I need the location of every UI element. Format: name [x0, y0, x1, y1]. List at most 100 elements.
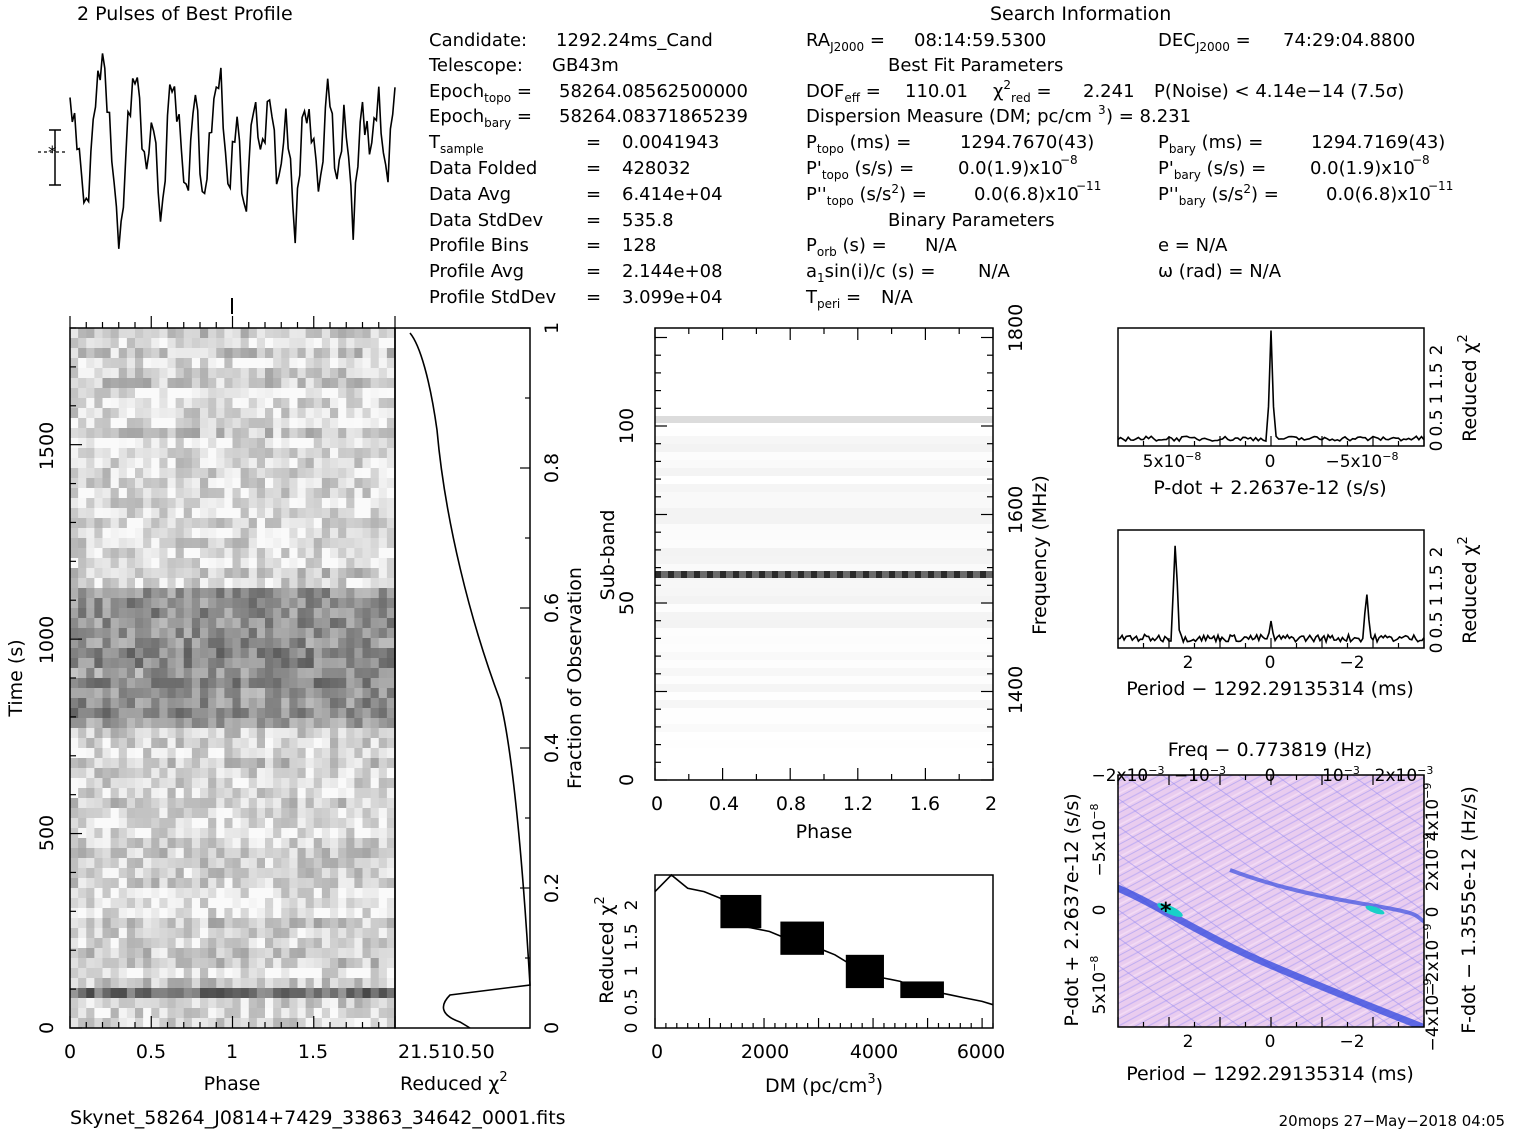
time-phase-cell	[126, 898, 136, 909]
time-phase-cell	[256, 518, 266, 529]
time-phase-cell	[338, 348, 347, 359]
time-phase-cell	[289, 388, 298, 399]
time-phase-cell	[118, 608, 128, 619]
time-phase-cell	[70, 738, 79, 749]
time-phase-cell	[338, 1018, 347, 1029]
time-phase-cell	[224, 388, 233, 399]
time-phase-cell	[159, 668, 168, 679]
time-phase-cell	[110, 508, 120, 519]
time-phase-cell	[102, 888, 112, 899]
time-phase-cell	[289, 958, 298, 969]
time-phase-cell	[183, 598, 193, 609]
time-phase-cell	[94, 868, 103, 879]
time-phase-cell	[78, 798, 87, 809]
time-phase-cell	[143, 458, 152, 469]
time-phase-cell	[86, 598, 95, 609]
time-phase-cell	[313, 938, 323, 949]
time-phase-cell	[297, 938, 307, 949]
time-phase-cell	[224, 928, 233, 939]
time-phase-cell	[135, 698, 144, 709]
tp-xlabel: Phase	[204, 1073, 261, 1095]
time-phase-cell	[313, 388, 323, 399]
time-phase-cell	[370, 768, 380, 779]
time-phase-cell	[281, 408, 290, 419]
time-phase-cell	[118, 598, 128, 609]
time-phase-cell	[240, 888, 250, 899]
time-phase-cell	[135, 848, 144, 859]
time-phase-cell	[362, 608, 372, 619]
subband-pulse	[876, 571, 882, 578]
time-phase-cell	[167, 908, 177, 919]
time-phase-cell	[232, 528, 242, 539]
time-phase-cell	[183, 408, 193, 419]
time-phase-cell	[151, 718, 160, 729]
time-phase-cell	[110, 838, 120, 849]
time-phase-cell	[378, 738, 388, 749]
time-phase-cell	[305, 988, 315, 999]
time-phase-cell	[191, 858, 201, 869]
time-phase-cell	[208, 818, 217, 829]
time-phase-cell	[305, 588, 315, 599]
time-phase-cell	[338, 408, 347, 419]
time-phase-cell	[94, 948, 103, 959]
time-phase-cell	[159, 418, 168, 429]
time-phase-cell	[224, 968, 233, 979]
time-phase-cell	[167, 838, 177, 849]
time-phase-cell	[265, 988, 274, 999]
time-phase-cell	[362, 628, 372, 639]
dm-plot: 0 2000 4000 6000 DM (pc/cm3) 0 0.5 1 1.5…	[593, 873, 1005, 1097]
time-phase-cell	[354, 538, 363, 549]
time-phase-cell	[191, 938, 201, 949]
time-phase-cell	[78, 968, 87, 979]
time-phase-cell	[208, 748, 217, 759]
time-phase-cell	[151, 748, 160, 759]
time-phase-cell	[191, 868, 201, 879]
time-phase-cell	[354, 1018, 363, 1029]
time-phase-cell	[183, 428, 193, 439]
time-phase-cell	[378, 588, 388, 599]
time-phase-cell	[338, 768, 347, 779]
time-phase-cell	[216, 688, 225, 699]
time-phase-cell	[273, 678, 282, 689]
time-phase-cell	[110, 488, 120, 499]
time-phase-cell	[70, 448, 79, 459]
time-phase-cell	[151, 778, 160, 789]
time-phase-cell	[386, 428, 396, 439]
time-phase-cell	[175, 578, 185, 589]
time-phase-cell	[305, 458, 315, 469]
time-phase-cell	[110, 678, 120, 689]
time-phase-cell	[386, 598, 396, 609]
time-phase-cell	[159, 968, 168, 979]
time-phase-cell	[305, 418, 315, 429]
time-phase-cell	[256, 458, 266, 469]
time-phase-cell	[305, 818, 315, 829]
time-phase-cell	[346, 918, 355, 929]
time-phase-cell	[191, 748, 201, 759]
time-phase-cell	[378, 1008, 388, 1019]
ra-label: RAJ2000 =	[806, 30, 885, 54]
time-phase-cell	[281, 438, 290, 449]
time-phase-cell	[321, 378, 331, 389]
time-phase-cell	[346, 958, 355, 969]
time-phase-cell	[256, 938, 266, 949]
time-phase-cell	[143, 988, 152, 999]
sb-ylabel: Sub-band	[597, 510, 619, 601]
time-phase-cell	[102, 738, 112, 749]
time-phase-cell	[191, 388, 201, 399]
time-phase-cell	[151, 988, 160, 999]
time-phase-cell	[102, 568, 112, 579]
time-phase-cell	[297, 998, 307, 1009]
time-phase-cell	[86, 548, 95, 559]
time-phase-cell	[297, 568, 307, 579]
time-phase-cell	[386, 608, 396, 619]
time-phase-cell	[94, 618, 103, 629]
time-phase-cell	[216, 898, 225, 909]
time-phase-cell	[143, 748, 152, 759]
time-phase-cell	[330, 708, 339, 719]
epoch-topo-label: Epochtopo =	[429, 81, 532, 105]
time-phase-cell	[183, 998, 193, 1009]
time-phase-cell	[265, 968, 274, 979]
time-phase-cell	[386, 988, 396, 999]
time-phase-cell	[265, 958, 274, 969]
time-phase-cell	[175, 908, 185, 919]
